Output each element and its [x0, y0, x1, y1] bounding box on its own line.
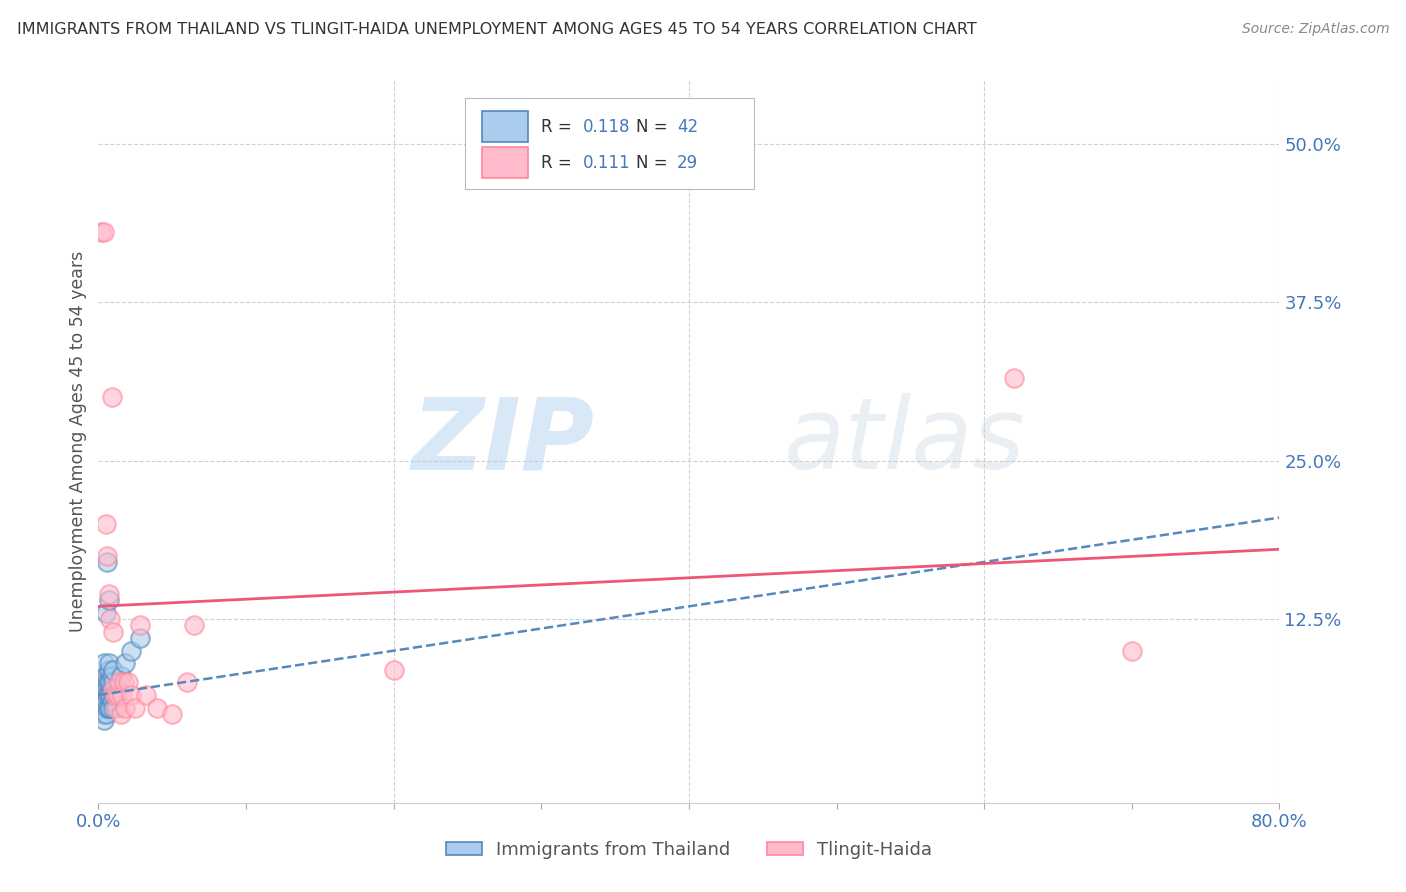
- Point: [120, 688, 142, 702]
- Point: [105, 688, 128, 702]
- Point: [103, 681, 125, 696]
- Point: [114, 700, 136, 714]
- Point: [96, 675, 118, 690]
- FancyBboxPatch shape: [464, 98, 754, 189]
- Text: N =: N =: [636, 153, 672, 171]
- Point: [1121, 643, 1143, 657]
- Point: [114, 657, 136, 671]
- Point: [124, 700, 146, 714]
- Point: [91, 688, 114, 702]
- Point: [98, 612, 121, 626]
- Point: [105, 700, 128, 714]
- Point: [112, 675, 135, 690]
- Point: [176, 675, 198, 690]
- Point: [111, 688, 134, 702]
- Point: [104, 688, 127, 702]
- Point: [128, 618, 150, 632]
- Point: [183, 618, 205, 632]
- Point: [103, 675, 125, 690]
- Text: R =: R =: [541, 153, 578, 171]
- Point: [94, 669, 117, 683]
- Point: [90, 226, 112, 240]
- Point: [97, 688, 120, 702]
- Point: [107, 688, 129, 702]
- Point: [162, 707, 183, 722]
- Point: [91, 707, 114, 722]
- Point: [94, 606, 117, 620]
- Point: [128, 631, 150, 645]
- Text: Source: ZipAtlas.com: Source: ZipAtlas.com: [1241, 22, 1389, 37]
- Point: [135, 688, 157, 702]
- Point: [103, 688, 125, 702]
- Point: [100, 694, 122, 708]
- Point: [103, 700, 125, 714]
- Y-axis label: Unemployment Among Ages 45 to 54 years: Unemployment Among Ages 45 to 54 years: [69, 251, 87, 632]
- Point: [93, 657, 115, 671]
- Point: [93, 226, 115, 240]
- Point: [90, 681, 112, 696]
- Point: [117, 675, 139, 690]
- Text: R =: R =: [541, 118, 578, 136]
- Text: N =: N =: [636, 118, 672, 136]
- Point: [98, 675, 121, 690]
- Text: 0.111: 0.111: [582, 153, 630, 171]
- Point: [96, 549, 118, 563]
- Point: [103, 624, 125, 639]
- Point: [382, 663, 405, 677]
- Point: [89, 688, 111, 702]
- Point: [94, 516, 117, 531]
- FancyBboxPatch shape: [482, 147, 529, 178]
- Point: [120, 643, 142, 657]
- Point: [110, 669, 132, 683]
- FancyBboxPatch shape: [482, 112, 529, 142]
- Point: [107, 681, 129, 696]
- Point: [96, 700, 118, 714]
- Point: [93, 714, 115, 728]
- Point: [98, 688, 121, 702]
- Point: [97, 700, 120, 714]
- Text: 29: 29: [678, 153, 699, 171]
- Point: [97, 587, 120, 601]
- Point: [94, 681, 117, 696]
- Point: [97, 593, 120, 607]
- Point: [97, 663, 120, 677]
- Point: [93, 675, 115, 690]
- Point: [94, 694, 117, 708]
- Legend: Immigrants from Thailand, Tlingit-Haida: Immigrants from Thailand, Tlingit-Haida: [439, 834, 939, 866]
- Point: [100, 669, 122, 683]
- Point: [103, 663, 125, 677]
- Point: [89, 700, 111, 714]
- Text: IMMIGRANTS FROM THAILAND VS TLINGIT-HAIDA UNEMPLOYMENT AMONG AGES 45 TO 54 YEARS: IMMIGRANTS FROM THAILAND VS TLINGIT-HAID…: [17, 22, 977, 37]
- Point: [100, 681, 122, 696]
- Text: ZIP: ZIP: [412, 393, 595, 490]
- Point: [146, 700, 169, 714]
- Text: 0.118: 0.118: [582, 118, 630, 136]
- Point: [93, 694, 115, 708]
- Point: [96, 555, 118, 569]
- Text: atlas: atlas: [783, 393, 1025, 490]
- Point: [96, 688, 118, 702]
- Point: [100, 390, 122, 404]
- Point: [91, 675, 114, 690]
- Text: 42: 42: [678, 118, 699, 136]
- Point: [110, 707, 132, 722]
- Point: [98, 700, 121, 714]
- Point: [97, 675, 120, 690]
- Point: [94, 707, 117, 722]
- Point: [1002, 371, 1025, 385]
- Point: [90, 694, 112, 708]
- Point: [97, 657, 120, 671]
- Point: [108, 675, 131, 690]
